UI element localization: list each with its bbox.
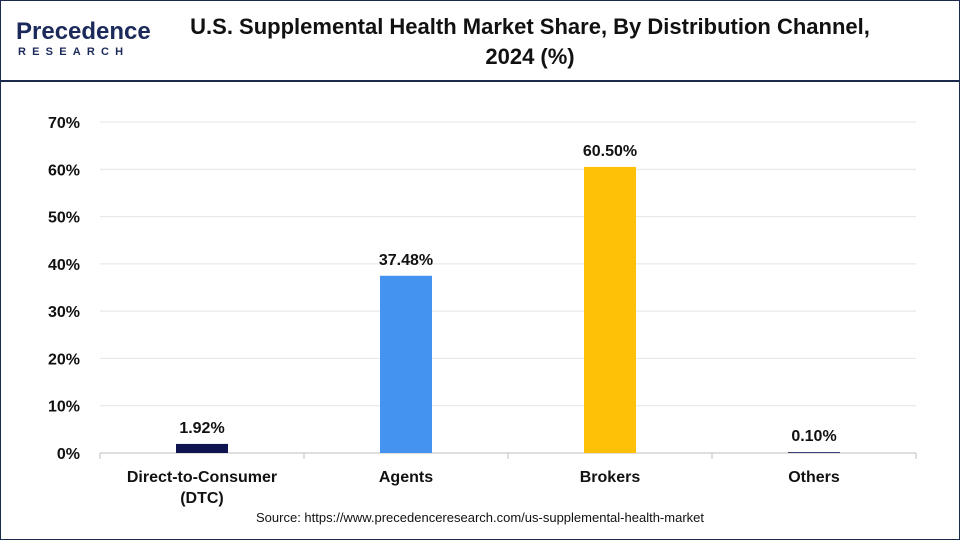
y-tick-label: 70% [48,115,80,132]
data-label: 1.92% [179,420,224,437]
data-label: 0.10% [791,428,836,445]
x-tick-label-line: Agents [379,469,433,486]
x-axis-ticks [99,453,917,459]
bar [788,452,840,453]
gridlines [100,121,916,407]
x-tick-label: Agents [379,469,433,486]
y-tick-label: 30% [48,304,80,321]
x-tick-label-line: (DTC) [180,490,224,507]
source-note: Source: https://www.precedenceresearch.c… [256,510,704,525]
y-tick-label: 10% [48,399,80,416]
data-labels: 1.92% 37.48% 60.50% 0.10% [179,143,836,445]
logo-subtitle: RESEARCH [18,46,130,58]
y-tick-label: 60% [48,162,80,179]
data-label: 60.50% [583,143,637,160]
x-tick-label: Direct-to-Consumer (DTC) [127,469,277,507]
header-divider [0,80,960,82]
chart-title: U.S. Supplemental Health Market Share, B… [190,14,870,69]
x-tick-label-line: Others [788,469,840,486]
bar [584,166,636,453]
chart-header: Precedence RESEARCH U.S. Supplemental He… [0,0,960,80]
x-tick-label: Others [788,469,840,486]
x-tick-label-line: Brokers [580,469,641,486]
x-tick-label: Brokers [580,469,641,486]
bars [176,166,840,453]
data-label: 37.48% [379,252,433,269]
y-tick-label: 50% [48,210,80,227]
x-axis-labels: Direct-to-Consumer (DTC) Agents Brokers Othe… [127,469,840,507]
bar [380,275,432,453]
y-tick-label: 20% [48,351,80,368]
logo-wordmark: Precedence [16,18,151,45]
precedence-research-logo: Precedence RESEARCH [16,18,166,62]
y-tick-label: 40% [48,257,80,274]
y-tick-label: 0% [57,446,80,463]
bar [176,443,228,453]
x-tick-label-line: Direct-to-Consumer [127,469,277,486]
y-axis-ticks: 0% 10% 20% 30% 40% 50% 60% 70% [48,115,80,463]
